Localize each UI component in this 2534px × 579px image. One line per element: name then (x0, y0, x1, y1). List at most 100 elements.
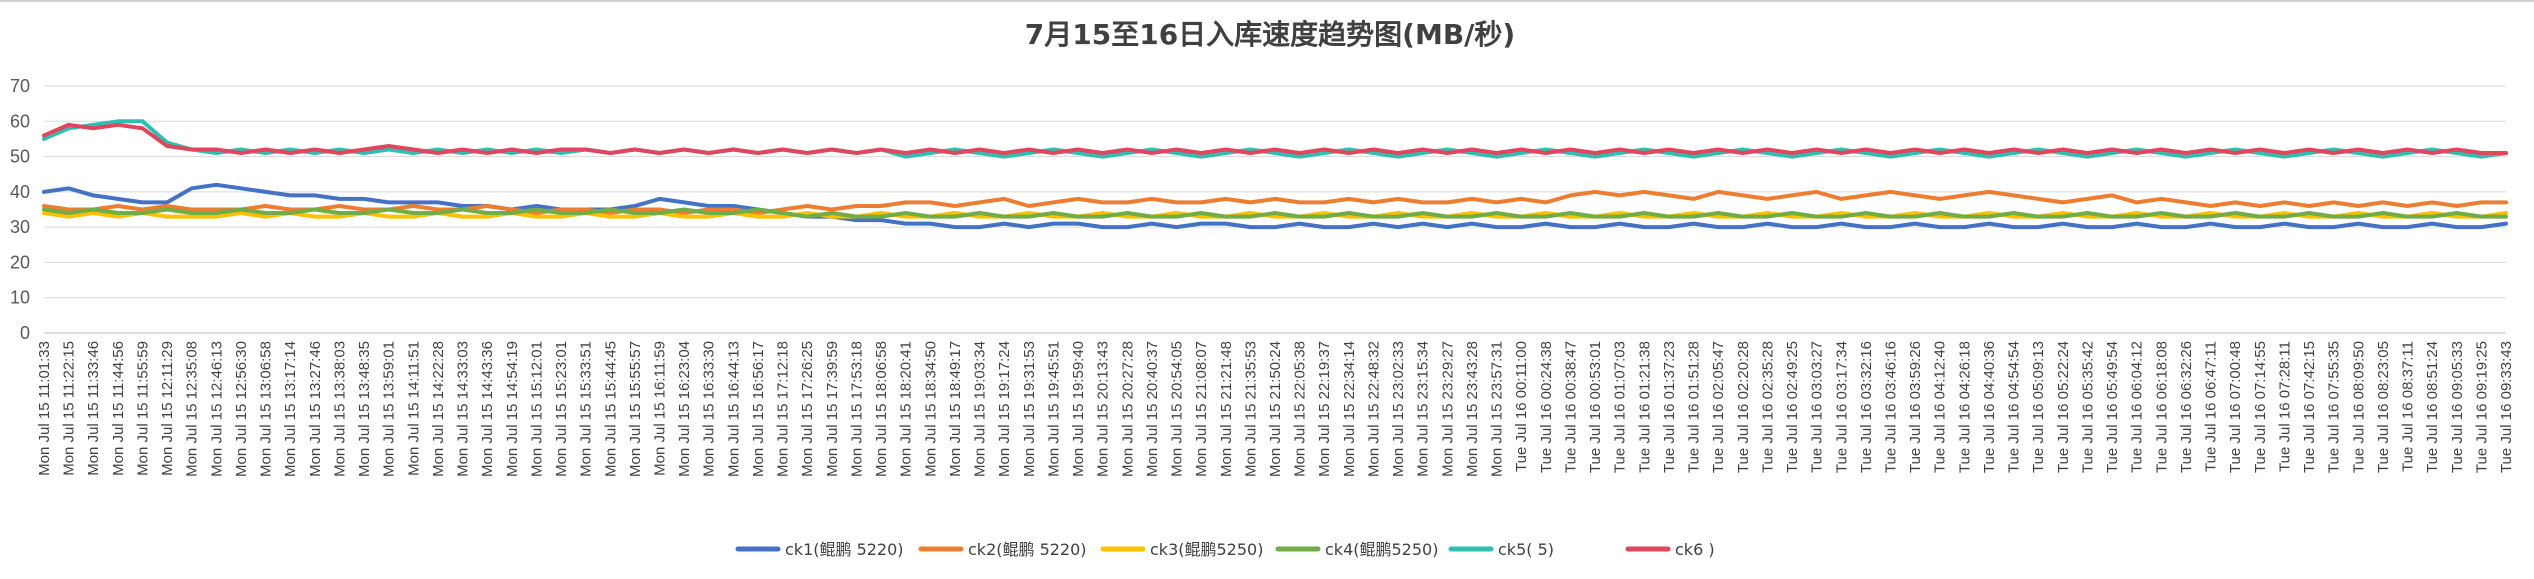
x-tick-label: Mon Jul 15 21:35:53 (1242, 341, 1259, 477)
x-tick-label: Mon Jul 15 17:39:59 (824, 341, 841, 477)
x-tick-label: Mon Jul 15 16:23:04 (676, 341, 693, 477)
legend-label: ck4(鲲鹏5250) (1325, 540, 1438, 559)
x-tick-label: Tue Jul 16 04:26:18 (1956, 341, 1973, 473)
y-tick-label: 0 (20, 323, 30, 343)
x-tick-label: Mon Jul 15 18:06:58 (873, 341, 890, 477)
x-tick-label: Mon Jul 15 14:33:03 (455, 341, 472, 477)
series-lines (42, 119, 2508, 230)
legend: ck1(鲲鹏 5220) ck2(鲲鹏 5220) ck3(鲲鹏5250) ck4(鲲… (735, 540, 1715, 559)
y-axis-ticks: 0 10 20 30 40 50 60 70 (10, 76, 30, 343)
x-tick-label: Mon Jul 15 15:23:01 (553, 341, 570, 477)
x-tick-label: Mon Jul 15 22:34:14 (1341, 341, 1358, 477)
x-tick-label: Mon Jul 15 16:11:59 (652, 341, 669, 476)
y-tick-label: 10 (10, 288, 30, 308)
x-tick-label: Tue Jul 16 07:42:15 (2301, 341, 2318, 473)
x-tick-label: Mon Jul 15 14:11:51 (405, 341, 422, 476)
x-tick-label: Mon Jul 15 23:15:34 (1415, 341, 1432, 477)
x-tick-label: Mon Jul 15 21:50:24 (1267, 341, 1284, 477)
y-tick-label: 70 (10, 76, 30, 96)
x-tick-label: Mon Jul 15 11:33:46 (85, 341, 102, 476)
x-tick-label: Mon Jul 15 21:08:07 (1193, 341, 1210, 477)
x-tick-label: Mon Jul 15 12:56:30 (233, 341, 250, 477)
x-tick-label: Tue Jul 16 08:51:24 (2424, 341, 2441, 473)
x-tick-label: Mon Jul 15 20:13:43 (1095, 341, 1112, 477)
x-tick-label: Tue Jul 16 02:35:28 (1759, 341, 1776, 473)
y-tick-label: 20 (10, 252, 30, 272)
x-tick-label: Mon Jul 15 12:35:08 (184, 341, 201, 477)
x-tick-label: Tue Jul 16 09:19:25 (2473, 341, 2490, 473)
x-tick-label: Mon Jul 15 19:45:51 (1045, 341, 1062, 477)
x-tick-label: Tue Jul 16 08:37:11 (2400, 341, 2417, 472)
x-tick-label: Tue Jul 16 07:00:48 (2227, 341, 2244, 473)
x-tick-label: Mon Jul 15 22:19:37 (1316, 341, 1333, 477)
x-tick-label: Tue Jul 16 03:46:16 (1883, 341, 1900, 473)
x-tick-label: Mon Jul 15 19:59:40 (1070, 341, 1087, 477)
x-tick-label: Mon Jul 15 19:17:24 (996, 341, 1013, 477)
legend-label: ck2(鲲鹏 5220) (968, 540, 1087, 559)
x-tick-label: Tue Jul 16 06:18:08 (2153, 341, 2170, 473)
series-line-6 (42, 122, 2508, 155)
x-tick-label: Tue Jul 16 08:09:50 (2350, 341, 2367, 473)
x-tick-label: Tue Jul 16 01:51:28 (1686, 341, 1703, 473)
x-tick-label: Tue Jul 16 06:04:12 (2129, 341, 2146, 473)
x-tick-label: Mon Jul 15 23:57:31 (1489, 341, 1506, 477)
series-line-1 (42, 182, 2508, 230)
x-tick-label: Tue Jul 16 02:49:25 (1784, 341, 1801, 473)
x-tick-label: Mon Jul 15 12:46:13 (208, 341, 225, 477)
x-tick-label: Mon Jul 15 20:27:28 (1119, 341, 1136, 477)
y-tick-label: 40 (10, 182, 30, 202)
x-tick-label: Tue Jul 16 00:24:38 (1538, 341, 1555, 473)
x-tick-label: Mon Jul 15 23:29:27 (1439, 341, 1456, 477)
x-tick-label: Mon Jul 15 11:01:33 (36, 341, 53, 476)
x-axis-ticks: Mon Jul 15 11:01:33 Mon Jul 15 11:22:15 Mo… (36, 341, 2515, 477)
x-tick-label: Mon Jul 15 19:03:34 (972, 341, 989, 477)
x-tick-label: Mon Jul 15 15:33:51 (578, 341, 595, 477)
x-tick-label: Tue Jul 16 09:33:43 (2498, 341, 2515, 473)
x-tick-label: Tue Jul 16 03:03:27 (1809, 341, 1826, 473)
x-tick-label: Tue Jul 16 04:40:36 (1981, 341, 1998, 473)
x-tick-label: Tue Jul 16 01:07:03 (1612, 341, 1629, 473)
x-tick-label: Tue Jul 16 03:59:26 (1907, 341, 1924, 473)
x-tick-label: Tue Jul 16 05:22:24 (2055, 341, 2072, 473)
x-tick-label: Mon Jul 15 17:12:18 (775, 341, 792, 477)
x-tick-label: Mon Jul 15 21:21:48 (1218, 341, 1235, 477)
x-tick-label: Mon Jul 15 20:40:37 (1144, 341, 1161, 477)
x-tick-label: Tue Jul 16 00:38:47 (1562, 341, 1579, 473)
x-tick-label: Mon Jul 15 18:49:17 (947, 341, 964, 477)
x-tick-label: Tue Jul 16 05:49:54 (2104, 341, 2121, 473)
x-tick-label: Tue Jul 16 09:05:33 (2449, 341, 2466, 473)
x-tick-label: Mon Jul 15 16:44:13 (725, 341, 742, 477)
legend-label: ck1(鲲鹏 5220) (785, 540, 904, 559)
x-tick-label: Mon Jul 15 13:06:58 (258, 341, 275, 477)
x-tick-label: Tue Jul 16 07:55:35 (2326, 341, 2343, 473)
chart-title: 7月15至16日入库速度趋势图(MB/秒) (1025, 18, 1515, 51)
x-tick-label: Tue Jul 16 04:12:40 (1932, 341, 1949, 473)
x-tick-label: Mon Jul 15 16:33:30 (701, 341, 718, 477)
y-tick-label: 60 (10, 111, 30, 131)
x-tick-label: Mon Jul 15 13:17:14 (282, 341, 299, 477)
x-tick-label: Mon Jul 15 20:54:05 (1169, 341, 1186, 477)
y-tick-label: 30 (10, 217, 30, 237)
x-tick-label: Mon Jul 15 15:12:01 (528, 341, 545, 477)
x-tick-label: Tue Jul 16 01:37:23 (1661, 341, 1678, 473)
x-tick-label: Tue Jul 16 03:17:34 (1833, 341, 1850, 473)
x-tick-label: Mon Jul 15 14:22:28 (430, 341, 447, 477)
top-border (0, 0, 2534, 2)
x-tick-label: Mon Jul 15 17:53:18 (849, 341, 866, 477)
x-tick-label: Tue Jul 16 05:35:42 (2080, 341, 2097, 473)
x-tick-label: Mon Jul 15 13:27:46 (307, 341, 324, 477)
x-tick-label: Mon Jul 15 13:38:03 (331, 341, 348, 477)
gridlines (44, 85, 2506, 334)
x-tick-label: Mon Jul 15 22:48:32 (1366, 341, 1383, 477)
x-tick-label: Tue Jul 16 07:14:55 (2252, 341, 2269, 473)
series-line-3 (42, 211, 2508, 219)
x-tick-label: Mon Jul 15 11:44:56 (110, 341, 127, 476)
x-tick-label: Tue Jul 16 06:47:11 (2203, 341, 2220, 472)
legend-label: ck6 ) (1675, 540, 1715, 559)
x-tick-label: Mon Jul 15 23:02:33 (1390, 341, 1407, 477)
x-tick-label: Mon Jul 15 15:44:45 (602, 341, 619, 477)
x-tick-label: Tue Jul 16 04:54:54 (2006, 341, 2023, 473)
x-tick-label: Tue Jul 16 06:32:26 (2178, 341, 2195, 473)
